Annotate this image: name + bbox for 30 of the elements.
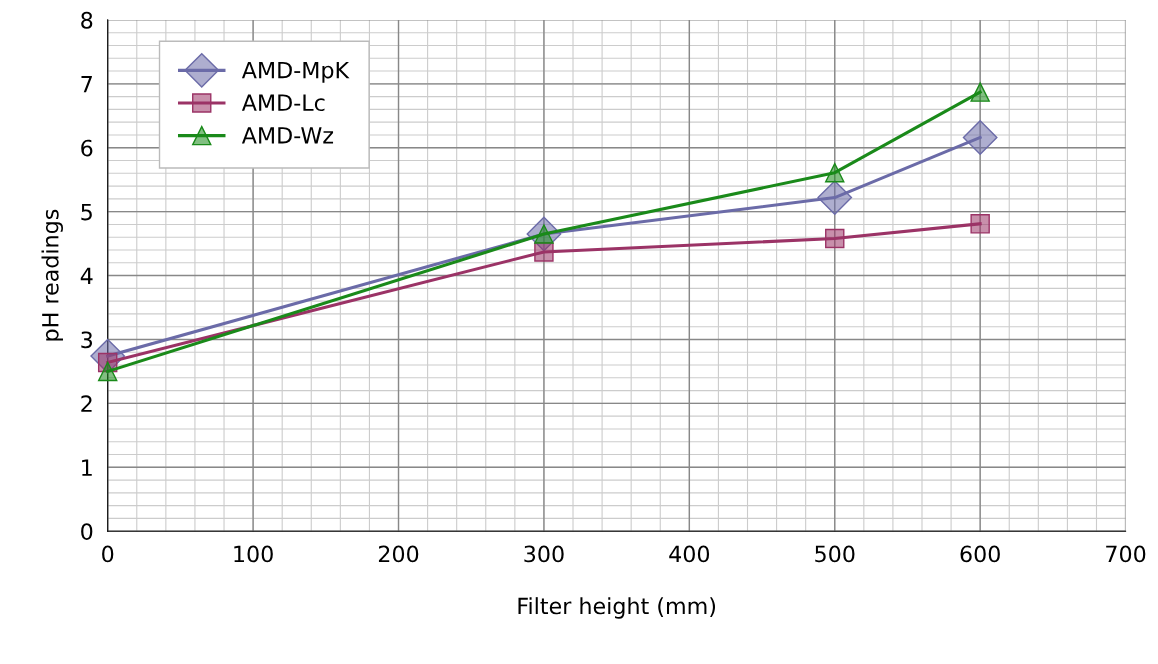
y-axis-title: pH readings	[41, 209, 63, 341]
point	[970, 214, 990, 234]
x-tick-label: 100	[234, 545, 273, 563]
y-tick-label: 3	[81, 331, 93, 349]
x-tick-label: 0	[102, 545, 114, 563]
point	[825, 228, 845, 249]
x-tick-label: 300	[524, 545, 564, 563]
legend-label: AMD-Wz	[241, 127, 334, 144]
y-tick-label: 6	[81, 139, 93, 157]
x-tick-label: 400	[669, 545, 710, 563]
y-tick-label: 2	[81, 395, 92, 412]
y-tick-label: 4	[80, 267, 93, 284]
y-tick-label: 1	[82, 459, 92, 476]
x-tick-label: 700	[1106, 545, 1146, 563]
legend-label: AMD-Lc	[241, 94, 325, 112]
point	[817, 180, 853, 215]
point	[970, 82, 990, 102]
point	[962, 120, 998, 155]
point	[534, 242, 554, 262]
x-tick-label: 500	[815, 545, 855, 563]
point	[825, 162, 845, 183]
x-axis-title: Filter height (mm)	[518, 597, 716, 619]
legend-label: AMD-MpK	[241, 61, 350, 83]
x-tick-label: 600	[960, 545, 1000, 563]
point	[97, 361, 118, 382]
y-tick-label: 5	[81, 203, 92, 221]
x-tick-label: 200	[378, 545, 419, 563]
y-tick-label: 8	[81, 11, 93, 29]
y-tick-label: 7	[81, 76, 92, 93]
y-tick-label: 0	[81, 523, 93, 540]
